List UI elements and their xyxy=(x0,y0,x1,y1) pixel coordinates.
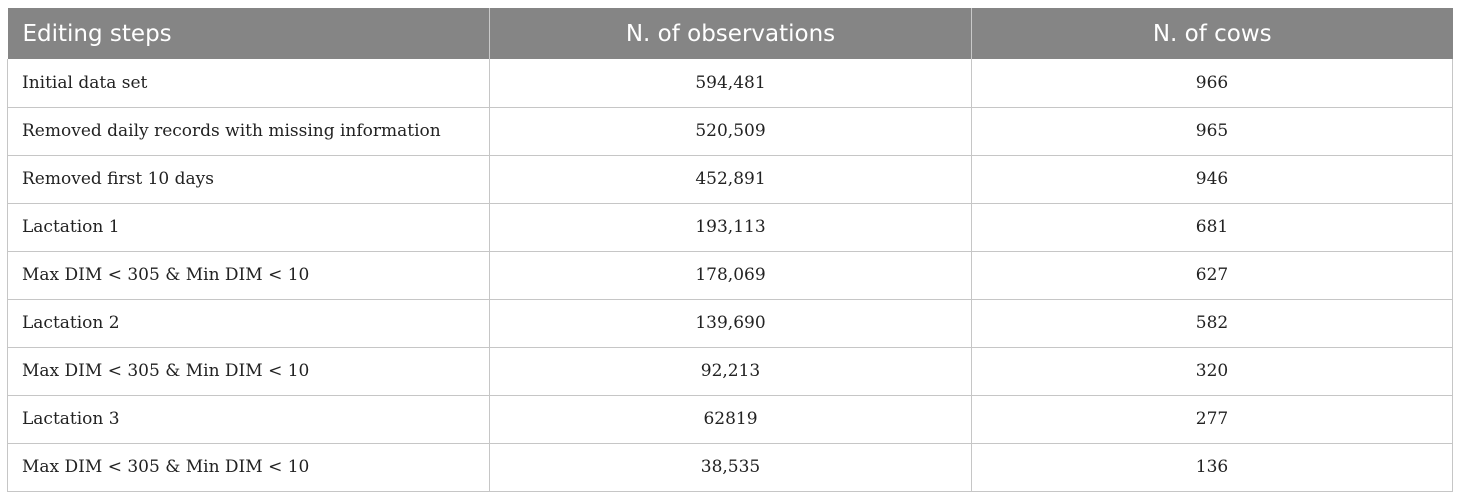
cell-observations: 38,535 xyxy=(489,443,972,492)
cell-step: Lactation 2 xyxy=(7,299,490,348)
table-row: Lactation 3 62819 277 xyxy=(7,395,1453,444)
data-editing-table: Editing steps N. of observations N. of c… xyxy=(7,8,1453,492)
cell-cows: 966 xyxy=(971,59,1453,108)
header-observations: N. of observations xyxy=(489,8,972,59)
cell-cows: 320 xyxy=(971,347,1453,396)
cell-step: Initial data set xyxy=(7,59,490,108)
table-header: Editing steps N. of observations N. of c… xyxy=(7,8,1453,59)
data-editing-table-container: Editing steps N. of observations N. of c… xyxy=(7,8,1453,492)
cell-step: Removed first 10 days xyxy=(7,155,490,204)
table-row: Max DIM < 305 & Min DIM < 10 92,213 320 xyxy=(7,347,1453,396)
cell-observations: 92,213 xyxy=(489,347,972,396)
cell-observations: 62819 xyxy=(489,395,972,444)
table-row: Lactation 2 139,690 582 xyxy=(7,299,1453,348)
table-row: Removed daily records with missing infor… xyxy=(7,107,1453,156)
cell-step: Max DIM < 305 & Min DIM < 10 xyxy=(7,347,490,396)
table-row: Lactation 1 193,113 681 xyxy=(7,203,1453,252)
table-row: Removed first 10 days 452,891 946 xyxy=(7,155,1453,204)
table-body: Initial data set 594,481 966 Removed dai… xyxy=(7,59,1453,492)
cell-cows: 681 xyxy=(971,203,1453,252)
cell-observations: 193,113 xyxy=(489,203,972,252)
cell-step: Lactation 3 xyxy=(7,395,490,444)
cell-observations: 178,069 xyxy=(489,251,972,300)
cell-cows: 627 xyxy=(971,251,1453,300)
cell-cows: 965 xyxy=(971,107,1453,156)
cell-observations: 452,891 xyxy=(489,155,972,204)
header-cows: N. of cows xyxy=(1152,20,1272,47)
cell-step: Max DIM < 305 & Min DIM < 10 xyxy=(7,251,490,300)
header-row: Editing steps N. of observations N. of c… xyxy=(7,8,1453,59)
cell-observations: 594,481 xyxy=(489,59,972,108)
table-row: Max DIM < 305 & Min DIM < 10 178,069 627 xyxy=(7,251,1453,300)
cell-cows: 946 xyxy=(971,155,1453,204)
cell-step: Removed daily records with missing infor… xyxy=(7,107,490,156)
cell-step: Max DIM < 305 & Min DIM < 10 xyxy=(7,443,490,492)
cell-observations: 139,690 xyxy=(489,299,972,348)
cell-cows: 582 xyxy=(971,299,1453,348)
cell-observations: 520,509 xyxy=(489,107,972,156)
header-editing-steps: Editing steps xyxy=(7,8,490,59)
table-row: Initial data set 594,481 966 xyxy=(7,59,1453,108)
cell-cows: 277 xyxy=(971,395,1453,444)
cell-step: Lactation 1 xyxy=(7,203,490,252)
cell-cows: 136 xyxy=(971,443,1453,492)
table-row: Max DIM < 305 & Min DIM < 10 38,535 136 xyxy=(7,443,1453,492)
